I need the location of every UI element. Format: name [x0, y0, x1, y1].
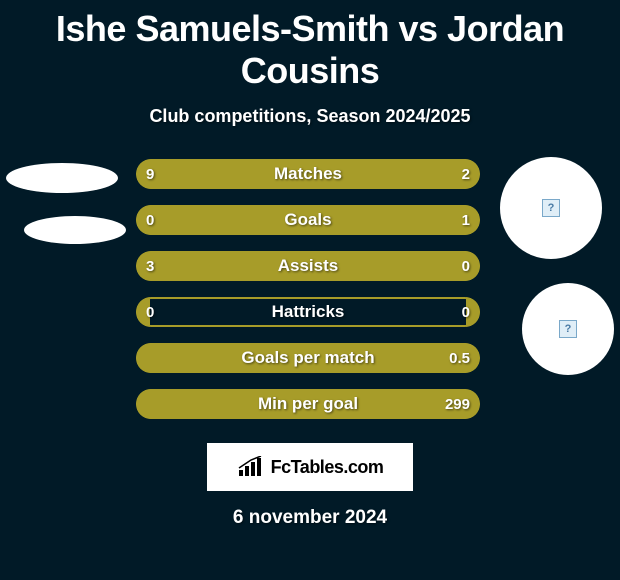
placeholder-icon: ?: [559, 320, 577, 338]
stat-row: 01Goals: [136, 205, 480, 235]
stat-row: 299Min per goal: [136, 389, 480, 419]
player1-avatar-disc: [6, 163, 118, 193]
placeholder-icon: ?: [542, 199, 560, 217]
stat-row: 0.5Goals per match: [136, 343, 480, 373]
logo-text: FcTables.com: [271, 457, 384, 478]
stat-label: Matches: [136, 159, 480, 189]
player2-avatar-circle: ?: [500, 157, 602, 259]
player1-club-disc: [24, 216, 126, 244]
stat-label: Goals: [136, 205, 480, 235]
stat-row: 30Assists: [136, 251, 480, 281]
comparison-area: ? ? 92Matches 01Goals 30Assists 00Hattricks…: [0, 159, 620, 439]
stat-row: 00Hattricks: [136, 297, 480, 327]
stat-bars: 92Matches 01Goals 30Assists 00Hattricks 0.5G…: [136, 159, 480, 435]
subtitle: Club competitions, Season 2024/2025: [0, 106, 620, 127]
page-title: Ishe Samuels-Smith vs Jordan Cousins: [0, 0, 620, 92]
logo-box: FcTables.com: [207, 443, 413, 491]
player2-club-circle: ?: [522, 283, 614, 375]
date-label: 6 november 2024: [0, 507, 620, 529]
stat-row: 92Matches: [136, 159, 480, 189]
stat-label: Hattricks: [136, 297, 480, 327]
stat-label: Goals per match: [136, 343, 480, 373]
logo-chart-icon: [237, 456, 265, 478]
stat-label: Assists: [136, 251, 480, 281]
stat-label: Min per goal: [136, 389, 480, 419]
